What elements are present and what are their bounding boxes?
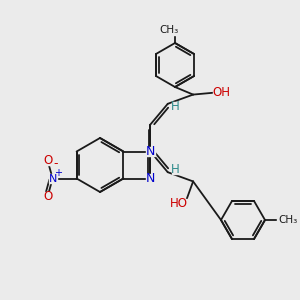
Text: N: N [48,173,57,184]
Text: OH: OH [212,86,230,99]
Bar [172,165,180,174]
Text: HO: HO [170,197,188,210]
Bar [43,156,52,165]
Text: CH₃: CH₃ [278,215,298,225]
Text: -: - [53,157,58,170]
Text: N: N [146,172,155,185]
Bar [158,26,180,34]
Text: H: H [171,163,180,176]
Bar [146,174,155,183]
Bar [171,199,187,208]
Text: CH₃: CH₃ [159,25,178,35]
Text: N: N [146,145,155,158]
Bar [43,192,52,201]
Bar [49,174,57,183]
Bar [146,147,155,156]
Bar [172,102,180,111]
Text: +: + [54,167,61,178]
Text: O: O [43,154,52,167]
Text: H: H [171,100,180,113]
Bar [277,215,299,224]
Bar [213,88,229,97]
Text: O: O [43,190,52,203]
